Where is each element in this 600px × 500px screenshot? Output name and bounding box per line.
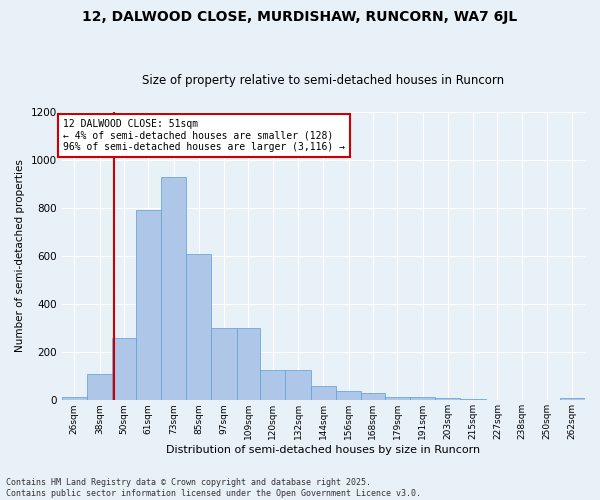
Bar [286,370,311,400]
Bar [361,393,385,400]
Bar [186,254,211,400]
Bar [311,386,336,400]
Bar [161,176,186,400]
Text: 12, DALWOOD CLOSE, MURDISHAW, RUNCORN, WA7 6JL: 12, DALWOOD CLOSE, MURDISHAW, RUNCORN, W… [82,10,518,24]
Title: Size of property relative to semi-detached houses in Runcorn: Size of property relative to semi-detach… [142,74,505,87]
Bar [260,370,286,400]
Bar [211,328,237,400]
Y-axis label: Number of semi-detached properties: Number of semi-detached properties [15,160,25,352]
Bar [385,396,410,400]
Text: Contains HM Land Registry data © Crown copyright and database right 2025.
Contai: Contains HM Land Registry data © Crown c… [6,478,421,498]
Bar [560,398,585,400]
Text: 12 DALWOOD CLOSE: 51sqm
← 4% of semi-detached houses are smaller (128)
96% of se: 12 DALWOOD CLOSE: 51sqm ← 4% of semi-det… [63,119,345,152]
Bar [136,210,161,400]
Bar [87,374,112,400]
Bar [237,328,260,400]
Bar [112,338,136,400]
Bar [62,396,87,400]
Bar [435,398,460,400]
Bar [410,398,435,400]
Bar [336,390,361,400]
X-axis label: Distribution of semi-detached houses by size in Runcorn: Distribution of semi-detached houses by … [166,445,481,455]
